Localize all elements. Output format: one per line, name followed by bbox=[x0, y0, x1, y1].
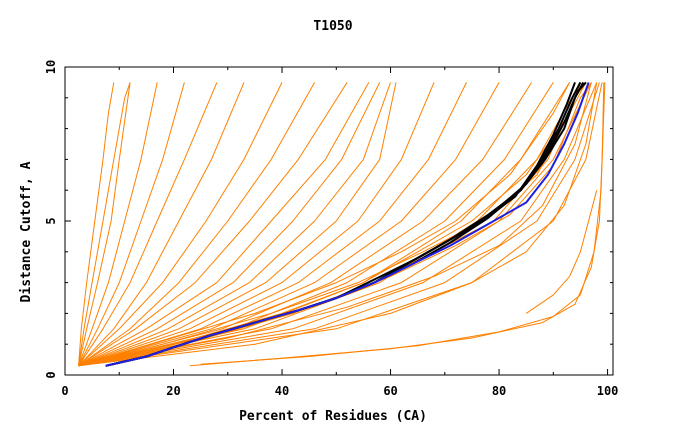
chart-title: T1050 bbox=[313, 19, 352, 34]
series-line-33 bbox=[200, 82, 606, 365]
series-line-10 bbox=[78, 82, 370, 367]
series-line-19 bbox=[78, 82, 571, 367]
x-axis-label: Percent of Residues (CA) bbox=[239, 409, 427, 424]
series-line-14 bbox=[78, 82, 435, 367]
series-line-4 bbox=[78, 82, 185, 367]
series-line-24 bbox=[78, 82, 603, 367]
series-line-8 bbox=[78, 82, 316, 367]
series-line-15 bbox=[78, 82, 467, 367]
series-line-2 bbox=[78, 82, 131, 366]
series-line-23 bbox=[78, 82, 600, 367]
series-line-1 bbox=[78, 82, 131, 366]
series-line-39 bbox=[105, 82, 590, 367]
series-line-5 bbox=[78, 82, 218, 367]
curves-layer bbox=[78, 81, 606, 367]
series-line-13 bbox=[78, 82, 397, 367]
series-line-11 bbox=[78, 82, 381, 367]
x-tick-label: 20 bbox=[166, 384, 180, 398]
series-line-3 bbox=[78, 82, 158, 366]
y-tick-label: 0 bbox=[44, 371, 58, 378]
x-tick-label: 60 bbox=[383, 384, 397, 398]
series-line-12 bbox=[78, 82, 391, 367]
ticks-layer: 0 20 40 60 80 100 0 5 10 bbox=[44, 60, 618, 398]
series-line-9 bbox=[78, 82, 348, 367]
y-axis-label: Distance Cutoff, A bbox=[19, 161, 34, 302]
y-tick-label: 5 bbox=[44, 217, 58, 224]
series-line-28 bbox=[78, 82, 571, 367]
series-line-16 bbox=[78, 82, 500, 367]
series-line-34 bbox=[525, 190, 598, 314]
series-line-0 bbox=[78, 82, 115, 366]
x-tick-label: 80 bbox=[492, 384, 506, 398]
x-tick-label: 100 bbox=[597, 384, 619, 398]
x-tick-label: 0 bbox=[61, 384, 68, 398]
series-line-7 bbox=[78, 82, 283, 367]
y-tick-label: 10 bbox=[44, 60, 58, 74]
series-line-30 bbox=[78, 82, 592, 367]
series-line-31 bbox=[78, 82, 598, 367]
x-tick-label: 40 bbox=[275, 384, 289, 398]
series-line-18 bbox=[78, 82, 554, 367]
series-line-22 bbox=[78, 82, 598, 367]
series-line-6 bbox=[78, 82, 245, 367]
series-line-17 bbox=[78, 82, 533, 367]
